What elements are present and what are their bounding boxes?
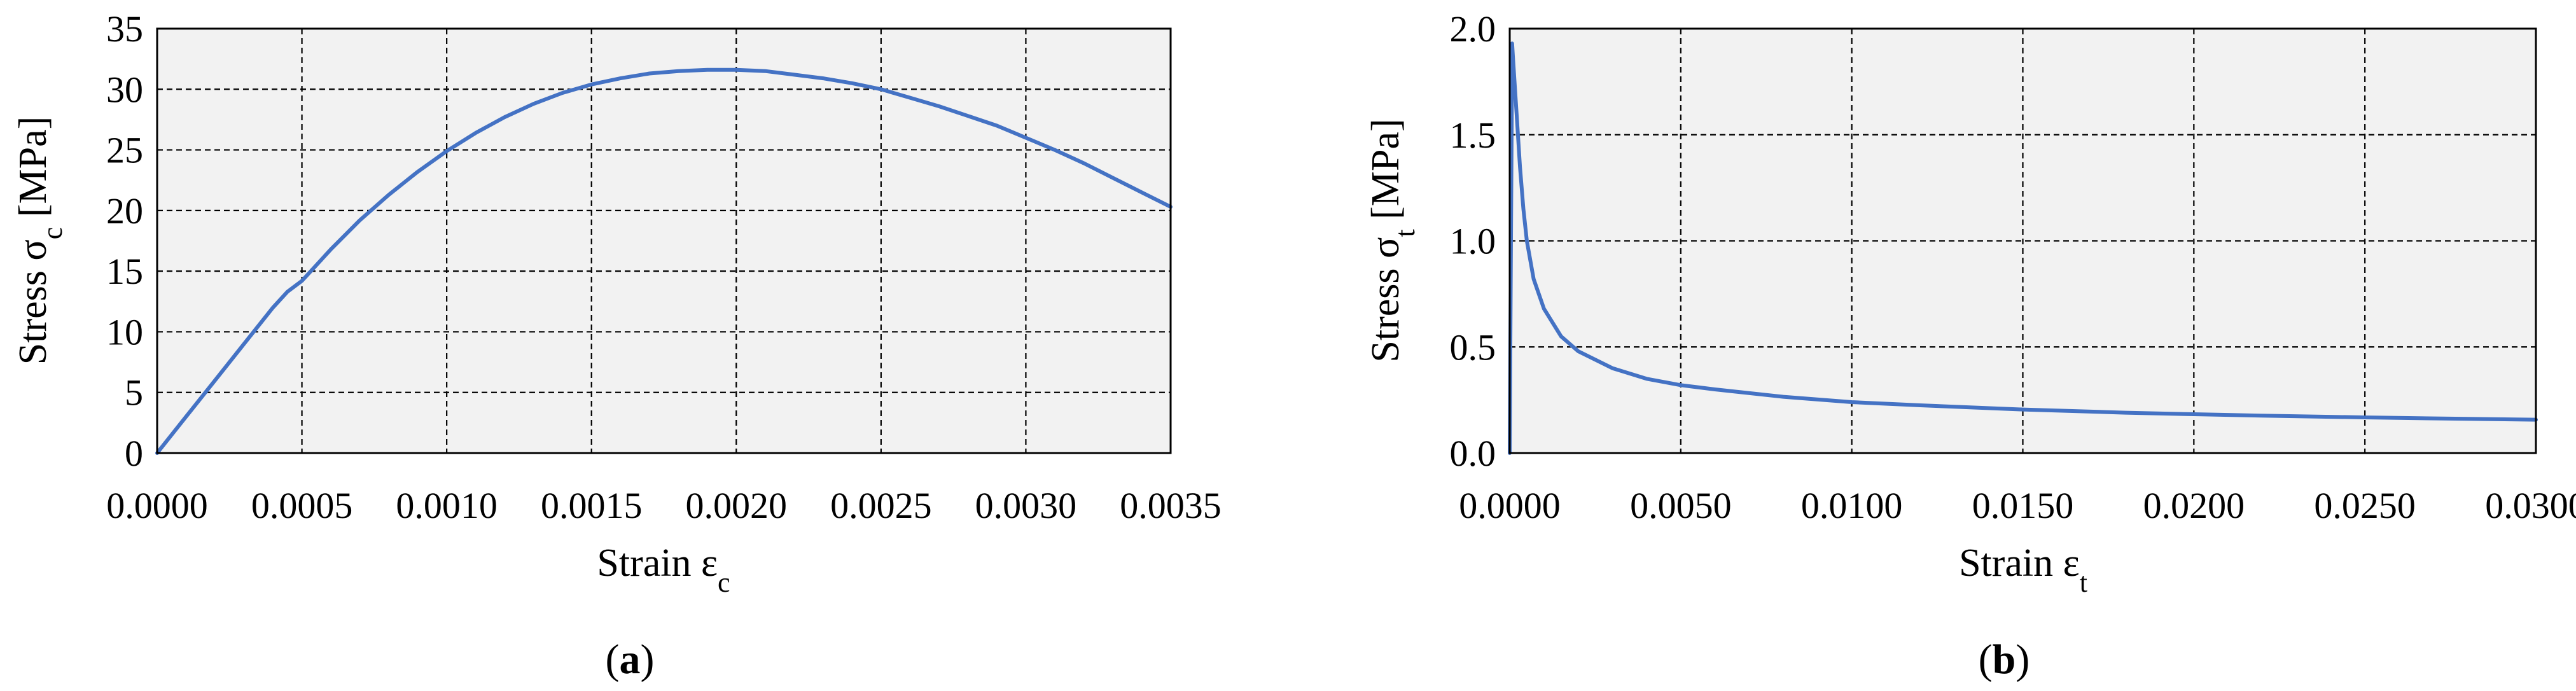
x-tick-label: 0.0005	[251, 485, 353, 526]
y-tick-label: 10	[106, 311, 143, 352]
y-tick-label: 15	[106, 251, 143, 292]
x-tick-label: 0.0000	[1459, 485, 1561, 526]
y-tick-label: 1.0	[1450, 221, 1496, 262]
y-tick-label: 0.0	[1450, 433, 1496, 474]
x-tick-label: 0.0010	[396, 485, 498, 526]
x-tick-label: 0.0035	[1120, 485, 1222, 526]
x-axis-label-a: Strain εc	[597, 541, 730, 598]
plot-area-a	[157, 29, 1171, 453]
chart-b: 0.0 0.5 1.0 1.5 2.0 0.0000 0.0050 0.0100 0.0150…	[1364, 8, 2576, 683]
x-tick-label: 0.0150	[1972, 485, 2074, 526]
y-tick-labels-b: 0.0 0.5 1.0 1.5 2.0	[1450, 8, 1496, 474]
y-tick-label: 1.5	[1450, 115, 1496, 156]
x-tick-label: 0.0250	[2314, 485, 2416, 526]
x-tick-labels-a: 0.0000 0.0005 0.0010 0.0015 0.0020 0.0025 0.00…	[106, 485, 1222, 526]
x-tick-label: 0.0100	[1801, 485, 1903, 526]
panel-label-b: (b)	[1979, 636, 2030, 683]
y-tick-label: 25	[106, 130, 143, 171]
y-tick-label: 30	[106, 69, 143, 110]
x-tick-label: 0.0050	[1630, 485, 1732, 526]
x-axis-label-b: Strain εt	[1959, 541, 2087, 598]
x-tick-label: 0.0015	[541, 485, 643, 526]
y-axis-label-b: Stress σt [MPa]	[1364, 118, 1421, 362]
y-tick-label: 35	[106, 8, 143, 50]
x-tick-label: 0.0030	[975, 485, 1077, 526]
y-tick-labels-a: 0 5 10 15 20 25 30 35	[106, 8, 143, 474]
x-tick-label: 0.0020	[686, 485, 788, 526]
y-tick-label: 20	[106, 190, 143, 232]
y-axis-label-a: Stress σc [MPa]	[11, 116, 68, 365]
y-tick-label: 0.5	[1450, 326, 1496, 368]
y-tick-label: 2.0	[1450, 8, 1496, 50]
y-tick-label: 0	[125, 433, 143, 474]
y-tick-label: 5	[125, 372, 143, 414]
x-tick-labels-b: 0.0000 0.0050 0.0100 0.0150 0.0200 0.0250 0.03…	[1459, 485, 2576, 526]
x-tick-label: 0.0200	[2143, 485, 2245, 526]
x-tick-label: 0.0000	[106, 485, 208, 526]
panel-label-a: (a)	[606, 636, 655, 683]
x-tick-label: 0.0025	[830, 485, 932, 526]
